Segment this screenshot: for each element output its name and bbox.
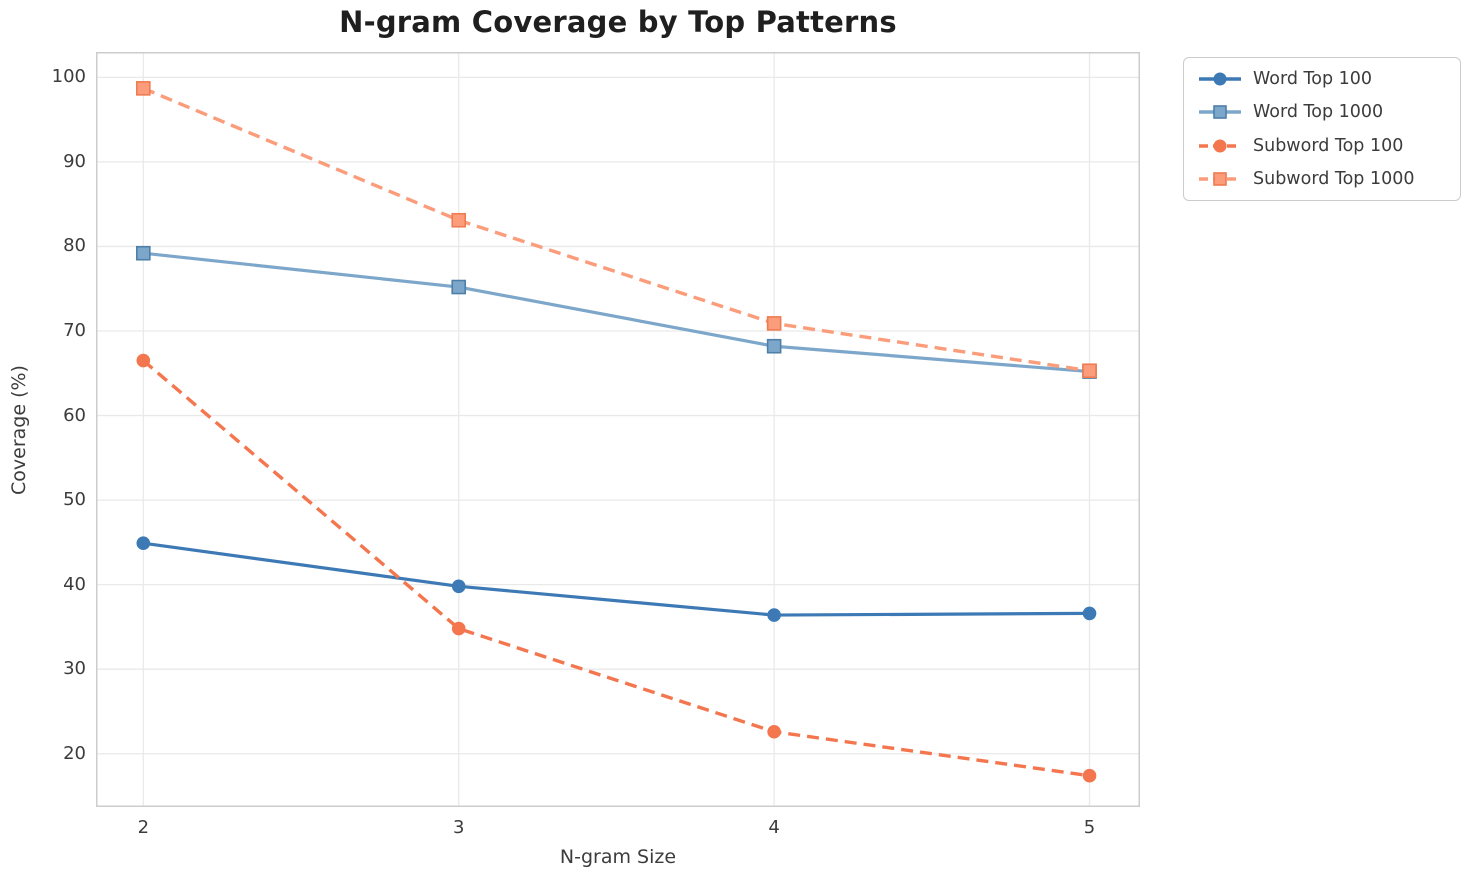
legend-sample-line-circle-icon [1199,72,1241,86]
data-point-marker [1082,363,1097,379]
x-tick-label: 4 [768,817,780,838]
series-line [143,251,1090,374]
x-tick-label: 2 [137,817,150,838]
legend-item-subword-top-1000: Subword Top 1000 [1198,169,1446,189]
data-point-marker [1082,606,1097,621]
legend: Word Top 100 Word Top 1000 Subword Top 1… [1183,57,1461,201]
y-tick-label: 100 [51,66,86,88]
data-point-marker [766,338,782,354]
x-tick-label: 5 [1083,817,1096,838]
legend-marker [1213,72,1227,86]
legend-marker [1213,172,1227,186]
legend-sample-dashed-square-icon [1199,172,1241,186]
data-point-marker [767,608,781,622]
data-point-marker [451,279,467,295]
data-point-marker [136,536,151,551]
legend-label: Word Top 1000 [1253,102,1384,123]
legend-label: Subword Top 1000 [1253,168,1415,189]
y-tick-label: 40 [63,573,86,595]
legend-marker [1213,105,1227,120]
series-word-top-1000 [136,245,1097,379]
data-point-marker [136,81,151,96]
legend-item-subword-top-100: Subword Top 100 [1198,136,1446,156]
legend-item-word-top-100: Word Top 100 [1198,69,1446,89]
legend-item-word-top-1000: Word Top 1000 [1198,102,1446,122]
legend-sample-line-square-icon [1199,105,1241,120]
x-axis-label: N-gram Size [559,846,677,868]
series-line [143,541,1090,617]
gridlines [96,52,1140,807]
series-word-top-100 [136,536,1097,622]
legend-marker [1213,139,1227,153]
legend-label: Subword Top 100 [1253,135,1404,156]
data-point-marker [451,212,467,228]
y-tick-label: 30 [63,658,86,680]
data-point-marker [1082,768,1097,783]
data-point-marker [136,353,151,368]
y-tick-label: 20 [63,742,86,764]
y-tick-label: 80 [63,235,86,257]
legend-sample-dashed-circle-icon [1199,139,1241,153]
data-point-marker [136,245,151,261]
series-line [142,359,1090,778]
series-subword-top-100 [136,353,1097,783]
data-point-marker [451,579,466,594]
data-point-marker [767,724,781,739]
y-tick-label: 50 [63,489,86,511]
y-tick-label: 70 [63,320,86,341]
data-point-marker [766,316,782,331]
plot-area [96,52,1140,807]
data-point-marker [451,621,466,636]
y-tick-label: 60 [63,404,86,426]
series-subword-top-1000 [136,81,1097,379]
y-axis-label: Coverage (%) [8,365,30,495]
plot-border [96,52,1140,807]
y-tick-label: 90 [63,150,86,172]
legend-label: Word Top 100 [1253,69,1373,89]
chart-title: N-gram Coverage by Top Patterns [339,5,897,39]
x-tick-label: 3 [452,817,465,838]
series-line [142,86,1090,373]
